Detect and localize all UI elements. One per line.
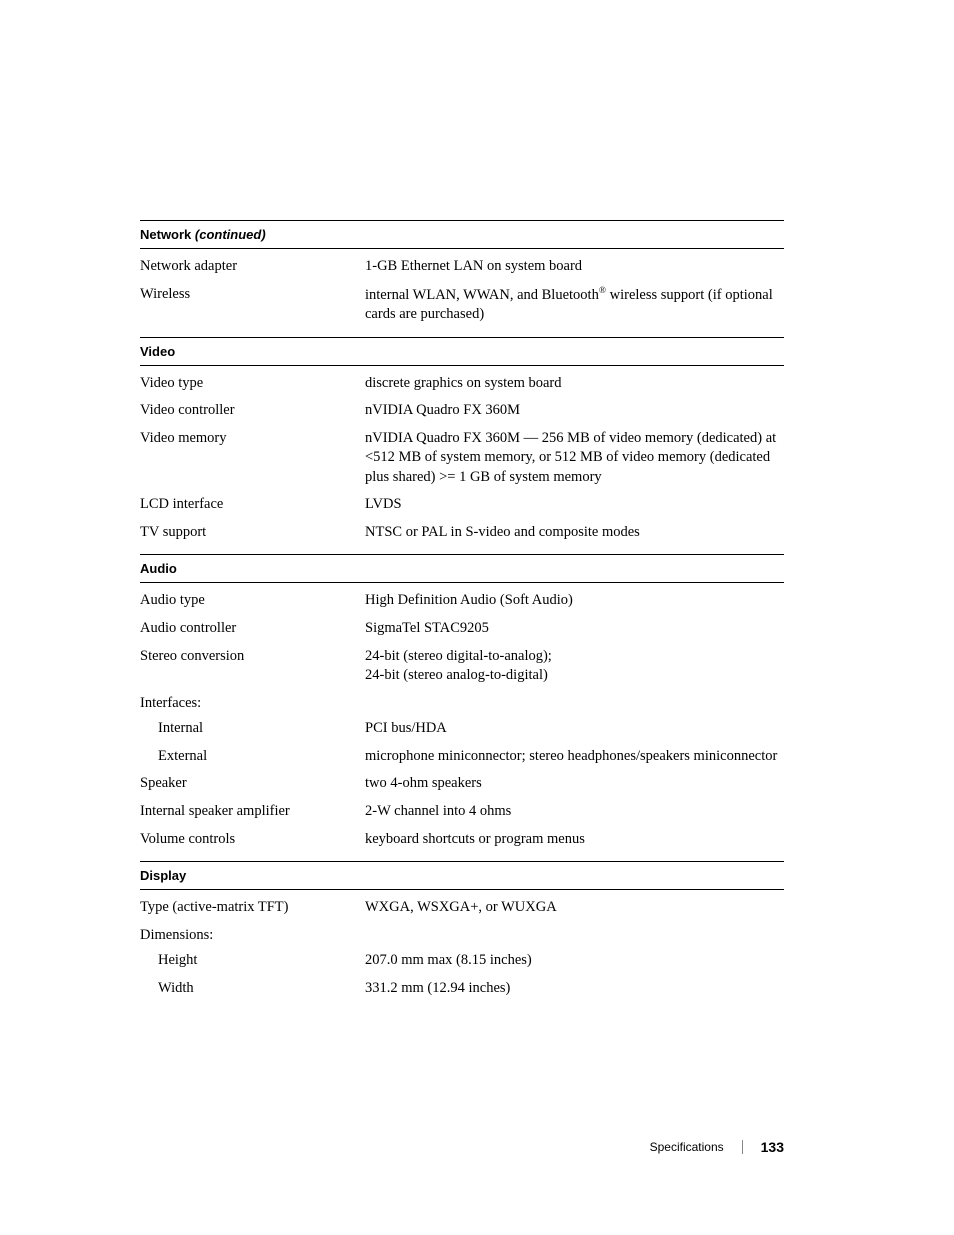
spec-row: Video memory nVIDIA Quadro FX 360M — 256… <box>140 429 784 488</box>
section-audio: Audio Audio type High Definition Audio (… <box>140 554 784 861</box>
spec-row: External microphone miniconnector; stere… <box>140 747 784 767</box>
spec-row: LCD interface LVDS <box>140 495 784 515</box>
spec-value: LVDS <box>365 495 784 515</box>
spec-row: Video type discrete graphics on system b… <box>140 374 784 394</box>
heading-continued: (continued) <box>191 227 265 242</box>
footer-divider-icon <box>742 1140 743 1154</box>
section-network: Network (continued) Network adapter 1-GB… <box>140 220 784 337</box>
spec-row: Audio type High Definition Audio (Soft A… <box>140 591 784 611</box>
section-heading-display: Display <box>140 868 784 890</box>
page-footer: Specifications 133 <box>650 1139 784 1155</box>
heading-text: Network <box>140 227 191 242</box>
spec-row: Height 207.0 mm max (8.15 inches) <box>140 951 784 971</box>
spec-value: 1-GB Ethernet LAN on system board <box>365 257 784 277</box>
spec-value: discrete graphics on system board <box>365 374 784 394</box>
spec-value: 331.2 mm (12.94 inches) <box>365 979 784 999</box>
spec-label: Video controller <box>140 401 365 421</box>
spec-value: SigmaTel STAC9205 <box>365 619 784 639</box>
spec-label: Wireless <box>140 285 365 305</box>
spec-value: nVIDIA Quadro FX 360M — 256 MB of video … <box>365 429 784 488</box>
spec-row: Internal speaker amplifier 2-W channel i… <box>140 802 784 822</box>
spec-label: Network adapter <box>140 257 365 277</box>
spec-value: keyboard shortcuts or program menus <box>365 830 784 850</box>
spec-value: NTSC or PAL in S-video and composite mod… <box>365 523 784 543</box>
spec-label: Dimensions: <box>140 926 365 946</box>
spec-value: High Definition Audio (Soft Audio) <box>365 591 784 611</box>
spec-label: Speaker <box>140 774 365 794</box>
spec-label: Stereo conversion <box>140 647 365 667</box>
spec-label: LCD interface <box>140 495 365 515</box>
page-content: Network (continued) Network adapter 1-GB… <box>0 0 954 1010</box>
spec-row: Interfaces: <box>140 694 784 714</box>
section-video: Video Video type discrete graphics on sy… <box>140 337 784 555</box>
spec-row: Internal PCI bus/HDA <box>140 719 784 739</box>
spec-label: Internal speaker amplifier <box>140 802 365 822</box>
spec-row: Volume controls keyboard shortcuts or pr… <box>140 830 784 850</box>
spec-label: Audio type <box>140 591 365 611</box>
spec-label: Audio controller <box>140 619 365 639</box>
spec-value: microphone miniconnector; stereo headpho… <box>365 747 784 767</box>
section-display: Display Type (active-matrix TFT) WXGA, W… <box>140 861 784 1010</box>
spec-row: Type (active-matrix TFT) WXGA, WSXGA+, o… <box>140 898 784 918</box>
spec-value: nVIDIA Quadro FX 360M <box>365 401 784 421</box>
spec-label: Height <box>140 951 365 971</box>
spec-label: Interfaces: <box>140 694 365 714</box>
spec-row: Stereo conversion 24-bit (stereo digital… <box>140 647 784 686</box>
spec-row: Audio controller SigmaTel STAC9205 <box>140 619 784 639</box>
section-heading-audio: Audio <box>140 561 784 583</box>
spec-value: 207.0 mm max (8.15 inches) <box>365 951 784 971</box>
spec-label: Volume controls <box>140 830 365 850</box>
footer-chapter: Specifications <box>650 1140 724 1154</box>
page-number: 133 <box>761 1139 784 1155</box>
spec-label: Video type <box>140 374 365 394</box>
spec-value: WXGA, WSXGA+, or WUXGA <box>365 898 784 918</box>
spec-label: Video memory <box>140 429 365 449</box>
spec-value: internal WLAN, WWAN, and Bluetooth® wire… <box>365 285 784 325</box>
spec-row: Network adapter 1-GB Ethernet LAN on sys… <box>140 257 784 277</box>
spec-label: Type (active-matrix TFT) <box>140 898 365 918</box>
spec-value: 24-bit (stereo digital-to-analog);24-bit… <box>365 647 784 686</box>
spec-row: Video controller nVIDIA Quadro FX 360M <box>140 401 784 421</box>
spec-label: Internal <box>140 719 365 739</box>
spec-row: Dimensions: <box>140 926 784 946</box>
spec-value: 2-W channel into 4 ohms <box>365 802 784 822</box>
spec-row: TV support NTSC or PAL in S-video and co… <box>140 523 784 543</box>
spec-value: two 4-ohm speakers <box>365 774 784 794</box>
section-heading-network: Network (continued) <box>140 227 784 249</box>
spec-row: Width 331.2 mm (12.94 inches) <box>140 979 784 999</box>
section-heading-video: Video <box>140 344 784 366</box>
spec-value: PCI bus/HDA <box>365 719 784 739</box>
spec-row: Wireless internal WLAN, WWAN, and Blueto… <box>140 285 784 325</box>
spec-label: TV support <box>140 523 365 543</box>
spec-label: External <box>140 747 365 767</box>
spec-label: Width <box>140 979 365 999</box>
spec-row: Speaker two 4-ohm speakers <box>140 774 784 794</box>
